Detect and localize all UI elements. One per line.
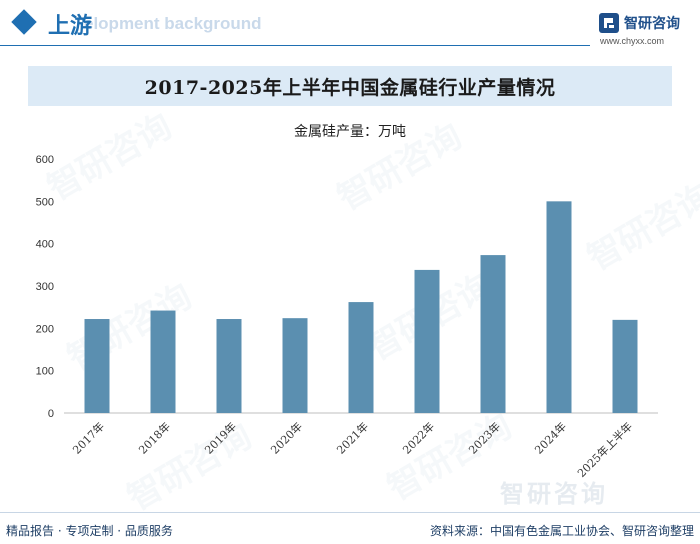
- bar: [150, 310, 176, 413]
- bar: [282, 318, 308, 413]
- header-ghost-text: elopment background: [84, 14, 262, 33]
- bar: [348, 302, 374, 413]
- bar: [546, 201, 572, 413]
- footer-divider: [0, 512, 700, 513]
- bar: [216, 319, 242, 413]
- header: elopment background 上游 智研咨询 www.chyxx.co…: [0, 0, 700, 46]
- x-tick-label: 2024年: [532, 419, 569, 456]
- section-title: 上游: [48, 13, 93, 39]
- bar: [612, 319, 638, 413]
- y-tick-label: 200: [36, 323, 54, 335]
- x-tick-label: 2020年: [268, 419, 305, 456]
- header-divider: [0, 45, 590, 46]
- y-tick-label: 500: [36, 196, 54, 208]
- y-tick-label: 100: [36, 366, 54, 378]
- x-tick-label: 2022年: [400, 419, 437, 456]
- x-tick-label: 2025年上半年: [574, 419, 635, 480]
- footer: 精品报告 · 专项定制 · 品质服务 资料来源：中国有色金属工业协会、智研咨询整…: [0, 512, 700, 544]
- y-tick-label: 300: [36, 281, 54, 293]
- brand-name: 智研咨询: [624, 16, 680, 32]
- series-label: 金属硅产量：万吨: [294, 124, 406, 140]
- x-tick-label: 2017年: [70, 419, 107, 456]
- bar: [480, 255, 506, 413]
- bar-chart: 0 100 200 300 400 500 600 2017年 2018年 2019年 2020年 2…: [36, 154, 658, 480]
- x-tick-label: 2023年: [466, 419, 503, 456]
- y-tick-label: 400: [36, 239, 54, 251]
- bar: [84, 319, 110, 413]
- x-tick-label: 2019年: [202, 419, 239, 456]
- x-tick-label: 2018年: [136, 419, 173, 456]
- y-tick-label: 600: [36, 154, 54, 166]
- footer-tagline: 精品报告 · 专项定制 · 品质服务: [6, 524, 173, 538]
- brand: 智研咨询 www.chyxx.com: [598, 10, 698, 46]
- y-tick-label: 0: [48, 408, 54, 420]
- brand-logo-icon: [599, 13, 619, 33]
- chart-title: 2017-2025年上半年中国金属硅行业产量情况: [144, 76, 556, 99]
- footer-source: 资料来源：中国有色金属工业协会、智研咨询整理: [429, 524, 694, 538]
- title-banner: 2017-2025年上半年中国金属硅行业产量情况: [28, 66, 672, 106]
- x-tick-label: 2021年: [334, 419, 371, 456]
- brand-url: www.chyxx.com: [600, 36, 665, 46]
- bar: [414, 269, 440, 413]
- bottom-brand-watermark: 智研咨询: [500, 480, 608, 508]
